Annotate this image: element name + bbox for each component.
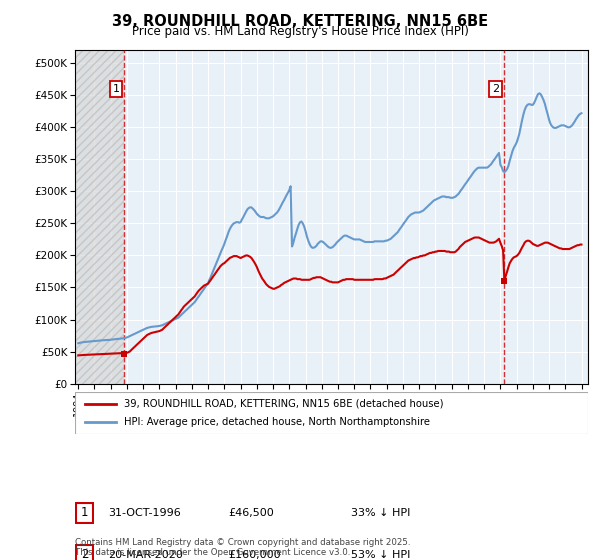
Text: 39, ROUNDHILL ROAD, KETTERING, NN15 6BE: 39, ROUNDHILL ROAD, KETTERING, NN15 6BE xyxy=(112,14,488,29)
Text: 1: 1 xyxy=(81,506,88,520)
Text: £46,500: £46,500 xyxy=(228,508,274,518)
Text: 53% ↓ HPI: 53% ↓ HPI xyxy=(351,550,410,560)
Text: 39, ROUNDHILL ROAD, KETTERING, NN15 6BE (detached house): 39, ROUNDHILL ROAD, KETTERING, NN15 6BE … xyxy=(124,399,443,409)
Text: HPI: Average price, detached house, North Northamptonshire: HPI: Average price, detached house, Nort… xyxy=(124,417,430,427)
Bar xyxy=(75,50,124,384)
Text: 31-OCT-1996: 31-OCT-1996 xyxy=(108,508,181,518)
Text: 33% ↓ HPI: 33% ↓ HPI xyxy=(351,508,410,518)
Text: 1: 1 xyxy=(113,84,119,94)
Text: 2: 2 xyxy=(492,84,499,94)
Text: 2: 2 xyxy=(81,548,88,560)
Text: 20-MAR-2020: 20-MAR-2020 xyxy=(108,550,183,560)
Text: Price paid vs. HM Land Registry's House Price Index (HPI): Price paid vs. HM Land Registry's House … xyxy=(131,25,469,38)
Text: Contains HM Land Registry data © Crown copyright and database right 2025.
This d: Contains HM Land Registry data © Crown c… xyxy=(75,538,410,557)
Text: £160,000: £160,000 xyxy=(228,550,281,560)
